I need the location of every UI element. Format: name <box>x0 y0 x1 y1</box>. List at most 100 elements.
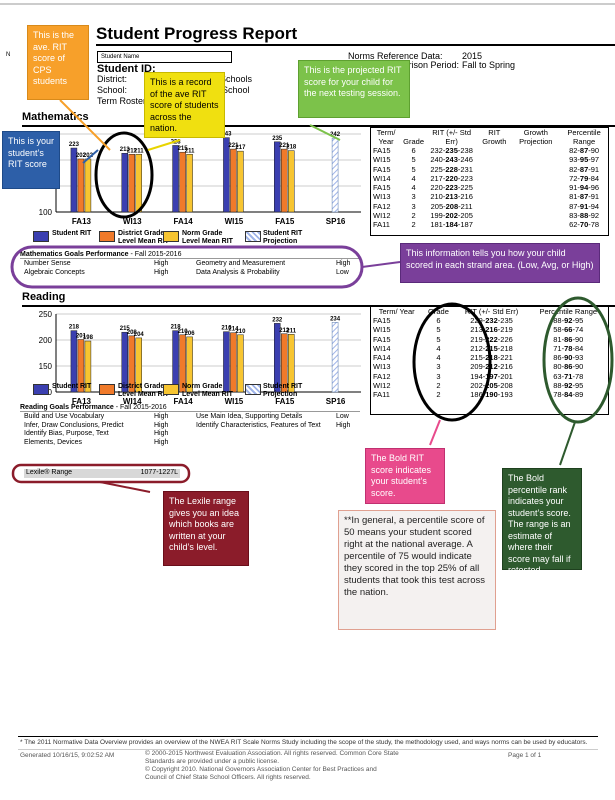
reading-table-cell: 194-197-201 <box>470 371 513 381</box>
read-bar-norm-grade-level-mean-rit <box>186 336 193 393</box>
table-row: FA15 6 229-232-235 88-92-95 <box>371 316 608 325</box>
math-bar-district-grade-level-mean-rit <box>179 151 186 213</box>
math-data-label: 211 <box>185 148 195 154</box>
math-table-cell <box>511 146 560 155</box>
math-bar-district-grade-level-mean-rit <box>128 154 135 213</box>
reading-table-cell: WI12 <box>373 381 391 391</box>
reading-table-cell: 4 <box>436 353 441 363</box>
table-row: WI14 4 212-215-218 71-78-84 <box>371 344 608 353</box>
math-table-cell: FA15 <box>373 183 391 193</box>
math-table-cell: WI14 <box>373 173 391 183</box>
math-table-cell: 225-228-231 <box>430 164 473 174</box>
reading-table-cell: 4 <box>436 343 441 353</box>
reading-table-cell: 3 <box>436 371 441 381</box>
reading-table-cell: 202-205-208 <box>470 381 513 391</box>
table-row: WI12 2 199-202-205 83-88-92 <box>371 211 608 220</box>
reading-table-header: RIT (+/- Std Err) <box>464 307 519 316</box>
table-row: WI13 3 209-212-216 80-86-90 <box>371 362 608 371</box>
math-xtick: WI15 <box>225 217 244 226</box>
roster-label: Term Rostered: <box>97 96 159 106</box>
math-goals-list: Number Sense High Geometry and Measurement… <box>24 260 356 277</box>
title-rule <box>96 44 615 46</box>
math-goal-level: High <box>154 260 169 267</box>
read-bar-norm-grade-level-mean-rit <box>237 334 244 393</box>
reading-section-title: Reading <box>22 291 66 303</box>
table-row: FA14 4 215-218-221 86-90-93 <box>371 353 608 362</box>
math-goal-level: High <box>154 268 169 276</box>
reading-goals-title: Reading Goals Performance - Fall 2015-20… <box>20 404 167 413</box>
reading-table-cell: 229-232-235 <box>470 316 513 325</box>
reading-table-cell: WI15 <box>373 325 391 335</box>
reading-table-cell: 88-92-95 <box>553 381 584 391</box>
math-section-title: Mathematics <box>22 111 89 123</box>
reading-table-cell: WI13 <box>373 362 391 372</box>
math-table-cell <box>477 211 511 220</box>
table-row: FA15 5 219-222-226 81-86-90 <box>371 335 608 344</box>
footer-page: Page 1 of 1 <box>508 752 542 759</box>
math-table-cell: 82-87-90 <box>569 146 600 155</box>
math-table-cell: 3 <box>411 201 416 211</box>
callout-your-rit: This is your student’s RIT score <box>2 131 60 189</box>
math-table-header: RIT (+/- Std Err) <box>432 128 472 146</box>
table-row: FA15 6 232-235-238 82-87-90 <box>371 146 608 155</box>
legend-norm-label-2: Norm Grade Level Mean RIT <box>182 383 233 398</box>
math-table-header: RIT Growth <box>482 128 507 146</box>
read-data-label: 218 <box>171 325 182 331</box>
math-table-cell <box>477 192 511 201</box>
math-goal-name: Number Sense <box>24 260 71 267</box>
math-table-cell: 2 <box>411 220 416 230</box>
math-table-cell: FA12 <box>373 201 391 211</box>
math-data-label: 223 <box>69 142 80 148</box>
math-bar-norm-grade-level-mean-rit <box>135 154 142 213</box>
bold-rit-arrow <box>429 419 441 446</box>
reading-goal-row: Identify Bias, Purpose, Text High <box>24 430 356 439</box>
math-table-cell: 4 <box>411 183 416 193</box>
math-data-label: 221 <box>228 143 239 149</box>
norms-value: 2015 <box>462 51 483 61</box>
math-xtick: FA14 <box>174 217 194 226</box>
footer-rule-2 <box>18 749 598 750</box>
callout-strand: This information tells you how your chil… <box>400 243 600 283</box>
read-xtick: FA14 <box>174 397 194 406</box>
table-row: WI14 4 217-220-223 72-79-84 <box>371 174 608 183</box>
legend-student-swatch-2 <box>33 384 49 395</box>
math-table-cell: 93-95-97 <box>569 155 600 165</box>
math-data-label: 215 <box>178 146 189 152</box>
math-table-cell: FA15 <box>373 164 391 174</box>
reading-table-cell: FA11 <box>373 390 390 400</box>
reading-table-cell: 3 <box>436 362 441 372</box>
table-row: WI15 5 213-216-219 58-66-74 <box>371 325 608 334</box>
math-table-cell: 81-87-91 <box>569 192 600 202</box>
read-bar-district-grade-level-mean-rit <box>281 333 288 393</box>
math-bar-student-rit <box>274 141 281 213</box>
math-data-label: 202 <box>83 153 94 159</box>
table-row: FA12 3 205-208-211 87-91-94 <box>371 202 608 211</box>
table-row: WI13 3 210-213-216 81-87-91 <box>371 192 608 201</box>
read-data-label: 204 <box>134 332 145 338</box>
read-data-label: 211 <box>286 328 296 334</box>
reading-goal-name: Identify Characteristics, Features of Te… <box>196 421 321 429</box>
math-bar-norm-grade-level-mean-rit <box>84 158 92 213</box>
math-bar-norm-grade-level-mean-rit <box>186 154 193 213</box>
legend-district-label-2: District Grade Level Mean RIT <box>118 383 169 398</box>
reading-goals-title-text: Reading Goals Performance <box>20 404 114 411</box>
legend-district-swatch-2 <box>99 384 115 395</box>
math-data-label: 202 <box>76 153 87 159</box>
math-table-cell <box>477 202 511 211</box>
read-data-label: 210 <box>178 329 189 335</box>
reading-goal-name: Use Main Idea, Supporting Details <box>196 413 303 420</box>
footer-note: * The 2011 Normative Data Overview provi… <box>20 739 588 746</box>
reading-table-cell: 86-90-93 <box>553 353 584 363</box>
math-table-header: Term/ Year <box>376 128 396 146</box>
reading-table-cell: 213-216-219 <box>470 325 513 335</box>
legend-norm-swatch <box>163 231 179 242</box>
callout-bold-rit: The Bold RIT score indicates your studen… <box>365 448 445 504</box>
math-table-cell <box>477 183 511 192</box>
math-table-cell: 210-213-216 <box>430 192 473 202</box>
math-table-cell: 217-220-223 <box>430 173 473 183</box>
footer-rule <box>18 736 598 737</box>
callout-lexile: The Lexile range gives you an idea which… <box>163 491 249 566</box>
reading-table-cell: 209-212-216 <box>470 362 513 372</box>
legend-student-label: Student RIT <box>52 230 92 237</box>
reading-table-cell: WI14 <box>373 343 391 353</box>
